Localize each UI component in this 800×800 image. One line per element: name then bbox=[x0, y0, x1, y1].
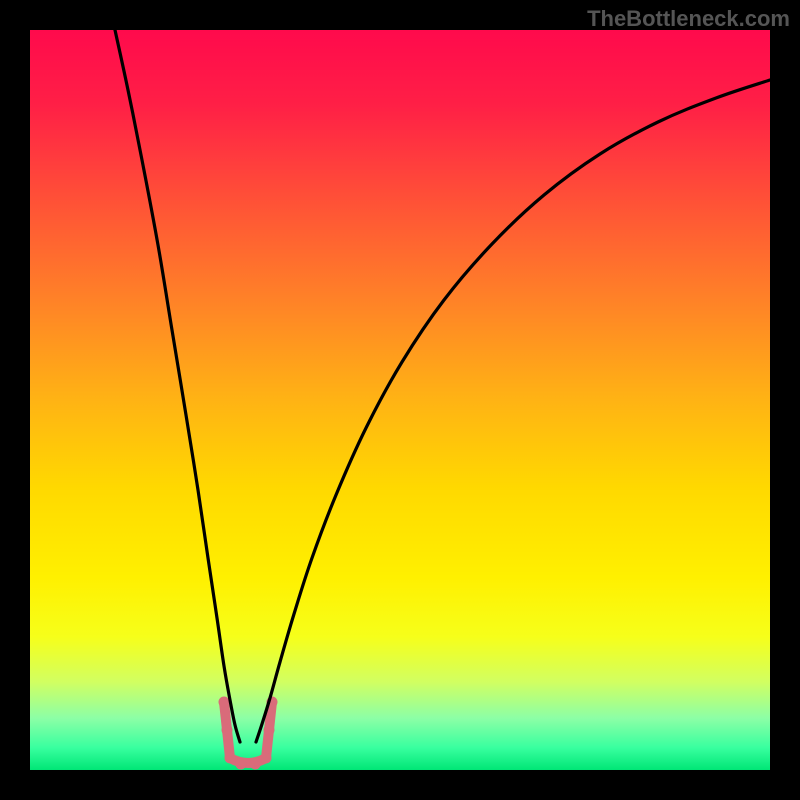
canvas: TheBottleneck.com bbox=[0, 0, 800, 800]
chart-area bbox=[30, 30, 770, 770]
curve-overlay bbox=[30, 30, 770, 770]
curve-left bbox=[115, 30, 240, 742]
curve-right bbox=[256, 80, 770, 742]
watermark-text: TheBottleneck.com bbox=[587, 6, 790, 32]
